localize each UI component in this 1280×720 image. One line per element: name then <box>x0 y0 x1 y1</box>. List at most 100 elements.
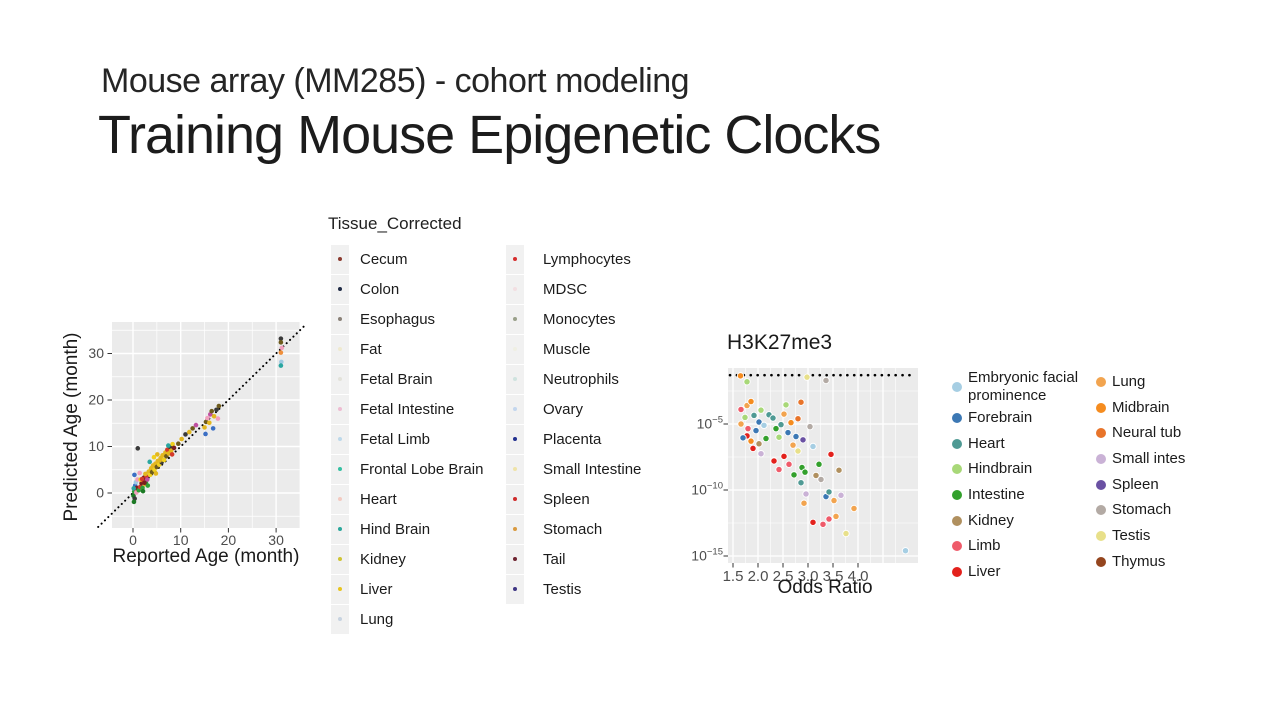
legend-dot-icon <box>338 527 342 531</box>
legend-item: Forebrain <box>952 405 1098 431</box>
legend-label: Limb <box>968 537 1001 555</box>
scatter-point <box>777 421 785 429</box>
scatter-point <box>757 406 765 414</box>
scatter-point <box>279 345 285 351</box>
scatter-point <box>737 420 745 428</box>
legend-label: Hind Brain <box>360 520 431 538</box>
legend-dot-icon <box>952 382 962 392</box>
legend-dot-icon <box>1096 453 1106 464</box>
legend-item: Lymphocytes <box>506 244 641 274</box>
scatter-point <box>757 450 765 458</box>
legend-key <box>331 394 349 424</box>
legend-label: Kidney <box>968 511 1014 529</box>
scatter-point <box>830 496 838 505</box>
legend-key <box>506 544 524 574</box>
scatter-point <box>203 431 208 437</box>
or-legend-column-2: Lung Midbrain Neural tub Small intes Spleen S… <box>1096 369 1280 575</box>
legend-item: Embryonic facial prominence <box>952 369 1098 405</box>
legend-label: Small intes <box>1112 449 1186 467</box>
legend-label: Liver <box>360 580 393 598</box>
scatter-point <box>755 418 763 426</box>
legend-item: Intestine <box>952 482 1098 508</box>
scatter-point <box>176 441 181 447</box>
scatter-point <box>131 499 137 505</box>
scatter-point <box>772 424 780 433</box>
legend-item: Frontal Lobe Brain <box>331 454 483 484</box>
legend-label: Thymus <box>1112 552 1166 570</box>
scatter-point <box>137 470 142 476</box>
legend-dot-icon <box>513 557 517 561</box>
slide-subtitle: Mouse array (MM285) - cohort modeling <box>101 62 690 100</box>
legend-label: Tail <box>543 550 566 568</box>
legend-dot-icon <box>513 317 517 321</box>
legend-dot-icon <box>1096 530 1106 541</box>
legend-label: Kidney <box>360 550 406 568</box>
legend-dot-icon <box>513 407 517 411</box>
legend-item: Muscle <box>506 334 641 364</box>
scatter-point <box>825 515 833 523</box>
scatter-point <box>205 415 210 421</box>
scatter-point <box>278 363 284 368</box>
legend-key <box>331 544 349 574</box>
age-chart-y-axis-title: Predicted Age (month) <box>61 332 82 522</box>
scatter-point <box>815 460 823 468</box>
legend-item: Hind Brain <box>331 514 483 544</box>
scatter-point <box>750 411 758 420</box>
scatter-point <box>822 376 830 385</box>
scatter-point <box>780 410 788 418</box>
legend-item: Monocytes <box>506 304 641 334</box>
legend-key <box>331 274 349 304</box>
legend-item: Liver <box>952 559 1098 585</box>
age-scatter-chart: 0 10 20 30 0 10 20 30 <box>88 322 305 548</box>
legend-label: Monocytes <box>543 310 616 328</box>
legend-item: Lung <box>1096 369 1280 395</box>
legend-dot-icon <box>1096 505 1106 516</box>
scatter-point <box>142 480 147 486</box>
y-tick-label: 10−15 <box>691 547 723 564</box>
legend-item: Lung <box>331 604 483 634</box>
scatter-point <box>760 421 768 429</box>
scatter-point <box>784 428 792 437</box>
legend-item: Testis <box>1096 523 1280 549</box>
legend-key <box>331 604 349 634</box>
legend-label: Lymphocytes <box>543 250 631 268</box>
legend-item: Placenta <box>506 424 641 454</box>
y-tick-label: 10−5 <box>697 415 723 432</box>
legend-item: Neutrophils <box>506 364 641 394</box>
x-tick-label: 20 <box>221 532 237 548</box>
scatter-point <box>901 547 910 555</box>
age-chart-x-axis-title: Reported Age (month) <box>112 546 300 567</box>
scatter-point <box>183 432 188 437</box>
legend-item: Liver <box>331 574 483 604</box>
slide-title: Training Mouse Epigenetic Clocks <box>98 105 881 165</box>
scatter-point <box>193 422 199 428</box>
legend-dot-icon <box>952 566 962 577</box>
legend-dot-icon <box>513 497 517 501</box>
scatter-point <box>160 453 165 458</box>
legend-item: Hindbrain <box>952 456 1098 482</box>
legend-dot-icon <box>338 497 342 501</box>
scatter-point <box>792 432 800 441</box>
x-tick-label: 4.0 <box>848 568 869 585</box>
scatter-point <box>809 442 817 451</box>
legend-label: Intestine <box>968 485 1025 503</box>
legend-key <box>331 304 349 334</box>
scatter-point <box>278 340 284 345</box>
legend-label: Esophagus <box>360 310 436 328</box>
legend-item: Testis <box>506 574 641 604</box>
legend-label: Hindbrain <box>968 460 1033 478</box>
legend-key <box>506 244 524 274</box>
legend-item: Stomach <box>1096 497 1280 523</box>
legend-label: Lung <box>360 610 394 628</box>
legend-dot-icon <box>513 257 517 261</box>
legend-item: Fetal Limb <box>331 424 483 454</box>
legend-key <box>331 364 349 394</box>
scatter-point <box>775 433 783 441</box>
scatter-point <box>140 488 146 494</box>
legend-dot-icon <box>338 317 342 321</box>
scatter-point <box>790 471 798 479</box>
scatter-point <box>801 468 809 476</box>
legend-key <box>506 574 524 604</box>
scatter-point <box>747 397 755 406</box>
scatter-point <box>147 459 152 465</box>
